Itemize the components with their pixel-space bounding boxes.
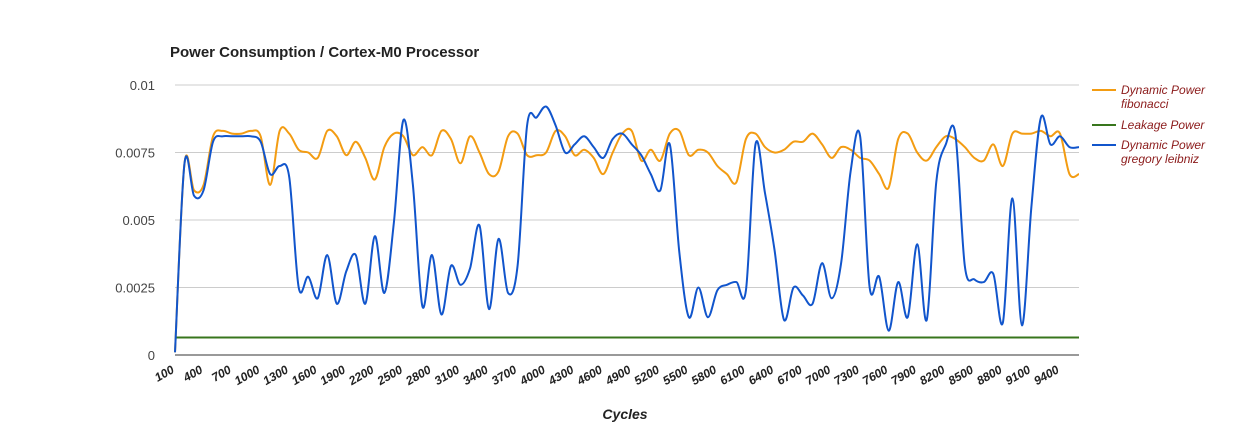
y-tick-label: 0.0025 <box>115 281 155 296</box>
y-tick-label: 0.0075 <box>115 146 155 161</box>
x-tick-label: 2800 <box>402 362 433 388</box>
x-tick-label: 1300 <box>261 362 291 388</box>
x-tick-label: 9400 <box>1031 362 1061 388</box>
x-tick-label: 8500 <box>946 362 976 388</box>
x-tick-label: 7300 <box>832 362 862 388</box>
x-tick-label: 8200 <box>917 362 947 388</box>
x-tick-label: 1000 <box>232 362 262 388</box>
legend-label: fibonacci <box>1121 97 1169 111</box>
series-fibonacci-line <box>174 126 1080 353</box>
x-axis: 100 400 7001000130016001900220025002800310… <box>152 362 1062 388</box>
y-tick-label: 0 <box>148 348 155 363</box>
x-tick-label: 2200 <box>345 362 376 388</box>
x-tick-label: 6100 <box>717 362 747 388</box>
x-tick-label: 8800 <box>974 362 1004 388</box>
x-tick-label: 9100 <box>1003 362 1033 388</box>
x-tick-label: 5200 <box>632 362 662 388</box>
x-tick-label: 4000 <box>517 362 548 388</box>
x-tick-label: 2500 <box>374 362 405 388</box>
legend-label: Leakage Power <box>1121 118 1205 132</box>
x-tick-label: 100 <box>152 362 177 384</box>
x-tick-label: 3700 <box>489 362 519 388</box>
x-tick-label: 7000 <box>803 362 833 388</box>
grid <box>175 84 1079 356</box>
legend-label: Dynamic Power <box>1121 83 1206 97</box>
x-tick-label: 5800 <box>689 362 719 388</box>
x-tick-label: 4900 <box>602 362 633 388</box>
y-tick-label: 0.01 <box>130 78 155 93</box>
x-tick-label: 6700 <box>774 362 804 388</box>
x-tick-label: 3100 <box>432 362 462 388</box>
x-axis-label: Cycles <box>602 406 647 422</box>
x-tick-label: 1900 <box>318 362 348 388</box>
x-tick-label: 4300 <box>545 362 576 388</box>
x-tick-label: 700 <box>209 362 234 384</box>
y-tick-label: 0.005 <box>122 213 155 228</box>
x-tick-label: 7900 <box>889 362 919 388</box>
x-tick-label: 5500 <box>660 362 690 388</box>
x-tick-label: 7600 <box>860 362 890 388</box>
series-group <box>174 105 1080 353</box>
chart-title: Power Consumption / Cortex-M0 Processor <box>170 44 479 61</box>
x-tick-label: 6400 <box>746 362 776 388</box>
series-gregory-leibniz-line <box>174 105 1080 353</box>
y-axis: 0 0.0025 0.005 0.0075 0.01 <box>115 78 155 363</box>
x-tick-label: 3400 <box>460 362 490 388</box>
legend-label: Dynamic Power <box>1121 138 1206 152</box>
x-tick-label: 4600 <box>574 362 605 388</box>
x-tick-label: 400 <box>180 362 205 385</box>
x-tick-label: 1600 <box>289 362 319 388</box>
legend-label: gregory leibniz <box>1121 152 1199 166</box>
